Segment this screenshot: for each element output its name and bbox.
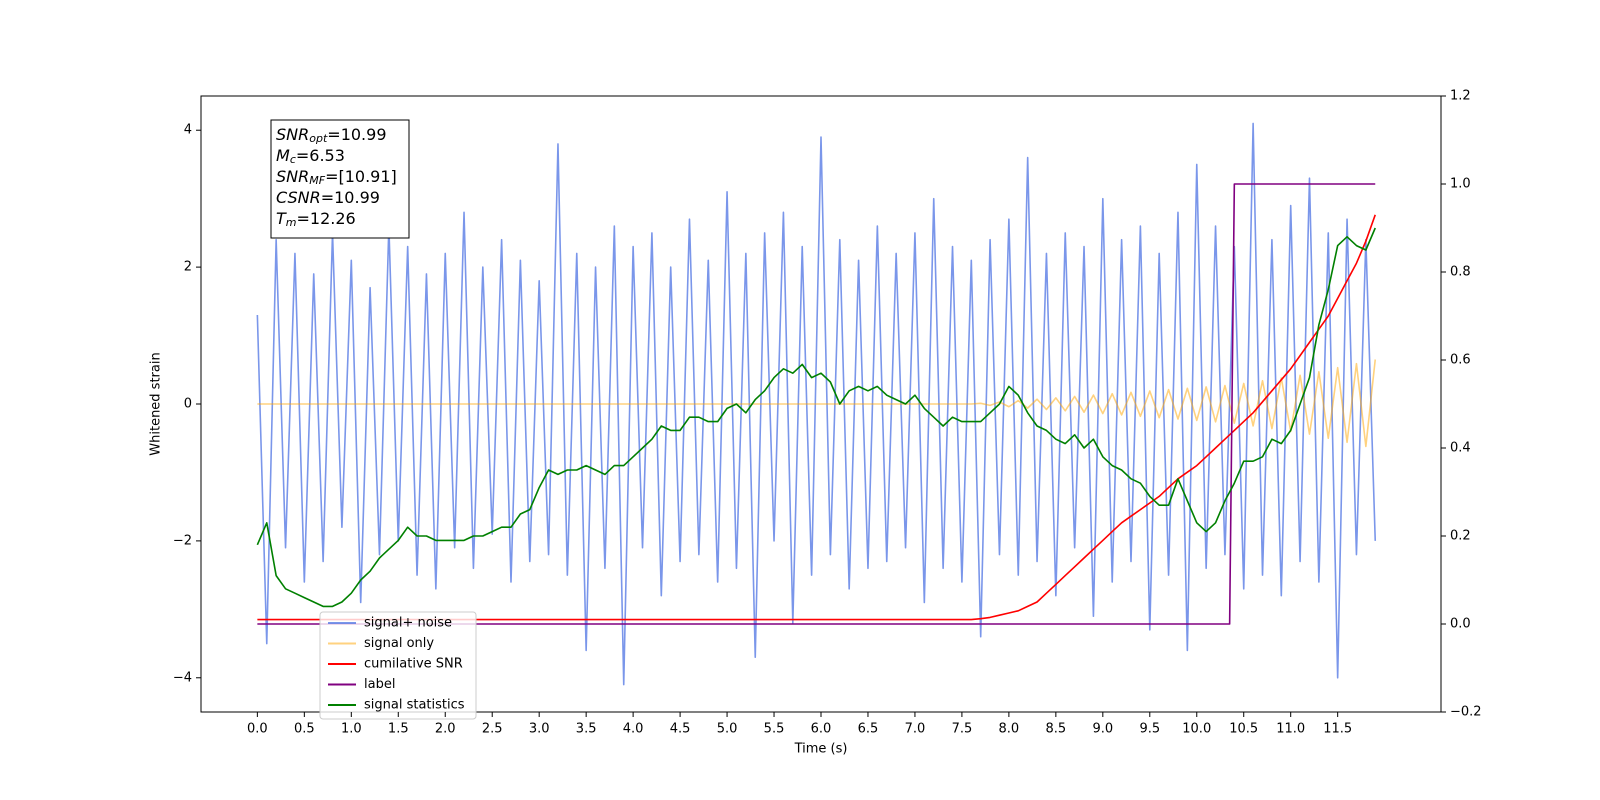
x-tick-label: 9.5	[1139, 722, 1160, 737]
y2-tick-label: 0.6	[1450, 353, 1471, 368]
annotation-subscript: m	[286, 216, 297, 229]
x-tick-label: 11.5	[1323, 722, 1352, 737]
x-tick-label: 3.5	[576, 722, 597, 737]
x-tick-label: 3.0	[529, 722, 550, 737]
x-tick-label: 6.5	[858, 722, 879, 737]
x-tick-label: 6.0	[811, 722, 832, 737]
y2-tick-label: 0.4	[1450, 441, 1471, 456]
legend-label: label	[364, 677, 395, 692]
x-axis-label: Time (s)	[794, 742, 848, 757]
legend-label: signal+ noise	[364, 616, 452, 631]
annotation-symbol: M	[276, 146, 290, 165]
y-tick-label: −2	[173, 533, 192, 548]
annotation-symbol: CSNR	[276, 188, 321, 207]
x-tick-label: 8.0	[999, 722, 1020, 737]
annotation-value: =10.99	[321, 188, 380, 207]
annotation-subscript: opt	[309, 132, 328, 145]
series-line	[256, 227, 1376, 608]
y2-tick-label: −0.2	[1450, 705, 1482, 720]
annotation-value: =6.53	[296, 146, 345, 165]
x-tick-label: 7.0	[905, 722, 926, 737]
legend-label: signal only	[364, 636, 434, 651]
x-tick-label: 10.0	[1182, 722, 1211, 737]
annotation-value: =10.99	[327, 125, 386, 144]
x-tick-label: 2.0	[435, 722, 456, 737]
x-tick-label: 4.0	[623, 722, 644, 737]
x-tick-label: 0.5	[294, 722, 315, 737]
series-line	[256, 122, 1377, 686]
series-line	[257, 359, 1377, 448]
y-tick-label: 4	[184, 123, 192, 138]
annotation-symbol: SNR	[276, 125, 309, 144]
legend: signal+ noise signal only cumilative SNR la…	[319, 611, 477, 720]
annotation-frame	[270, 119, 410, 239]
y2-tick-label: 0.8	[1450, 265, 1471, 280]
x-tick-label: 7.5	[952, 722, 973, 737]
annotation: Mc=6.53	[276, 146, 345, 167]
x-tick-label: 5.5	[764, 722, 785, 737]
annotation-value: =12.26	[297, 209, 356, 228]
y-tick-label: 0	[184, 397, 192, 412]
series-line	[257, 183, 1376, 625]
y2-tick-label: 0.0	[1450, 617, 1471, 632]
annotation-value: =[10.91]	[325, 167, 397, 186]
annotation-subscript: MF	[309, 174, 325, 187]
y2-tick-label: 1.0	[1450, 177, 1471, 192]
x-tick-label: 2.5	[482, 722, 503, 737]
x-tick-label: 1.5	[388, 722, 409, 737]
y-axis-label: Whitened strain	[149, 352, 164, 455]
annotation: Tm=12.26	[276, 209, 356, 230]
y-tick-label: 2	[184, 260, 192, 275]
annotation: CSNR=10.99	[276, 188, 380, 207]
x-tick-label: 11.0	[1276, 722, 1305, 737]
legend-label: signal statistics	[364, 698, 465, 713]
y2-tick-label: 1.2	[1450, 89, 1471, 104]
legend-label: cumilative SNR	[364, 657, 463, 672]
x-tick-label: 1.0	[341, 722, 362, 737]
annotation-subscript: c	[290, 153, 296, 166]
annotation-symbol: SNR	[276, 167, 309, 186]
x-tick-label: 5.0	[717, 722, 738, 737]
y-tick-label: −4	[173, 670, 192, 685]
x-tick-label: 8.5	[1046, 722, 1067, 737]
annotation: SNRopt=10.99	[276, 125, 387, 146]
x-tick-label: 9.0	[1092, 722, 1113, 737]
x-tick-label: 0.0	[247, 722, 268, 737]
annotation-symbol: T	[276, 209, 287, 228]
x-tick-label: 10.5	[1229, 722, 1258, 737]
legend-frame	[319, 611, 477, 720]
annotation-box: SNRopt=10.99Mc=6.53SNRMF=[10.91]CSNR=10.…	[270, 119, 410, 239]
x-tick-label: 4.5	[670, 722, 691, 737]
y2-tick-label: 0.2	[1450, 529, 1471, 544]
annotation: SNRMF=[10.91]	[276, 167, 397, 188]
